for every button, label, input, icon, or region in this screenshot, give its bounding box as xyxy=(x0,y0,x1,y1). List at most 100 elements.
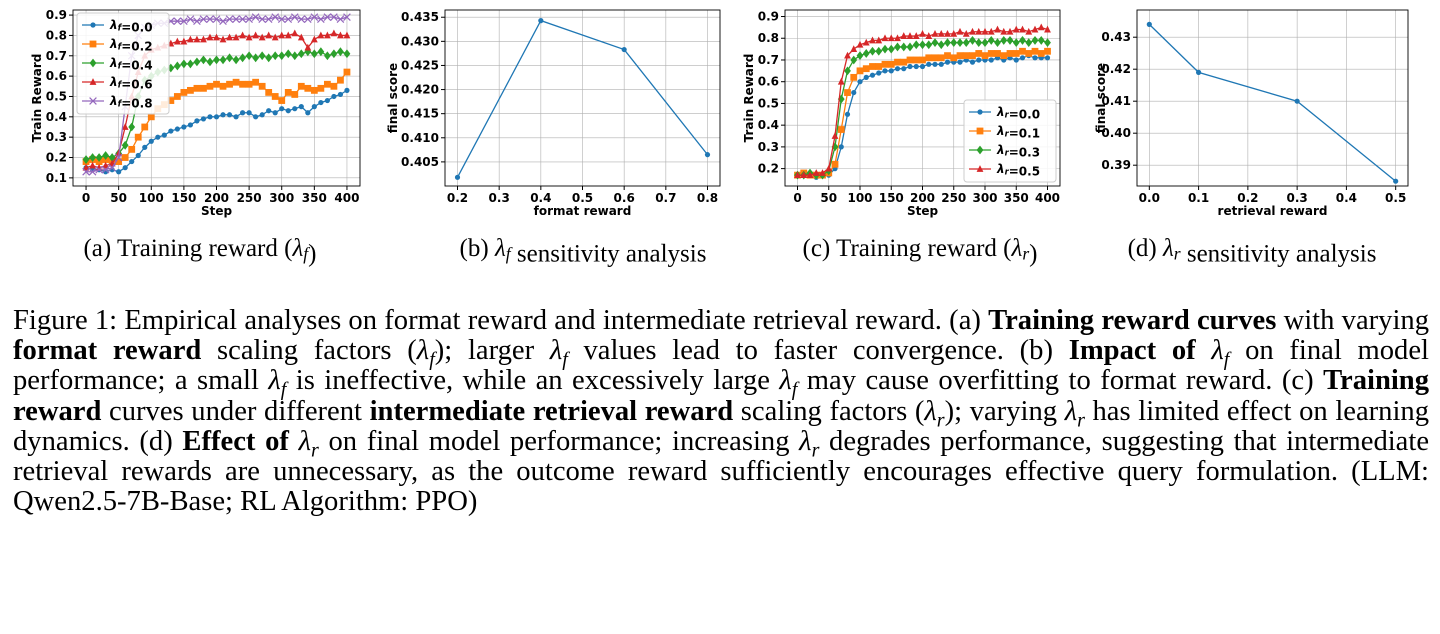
marker xyxy=(976,127,984,135)
marker xyxy=(1000,27,1008,35)
marker xyxy=(1044,55,1051,61)
marker xyxy=(962,30,970,37)
x-tick-label: 0.4 xyxy=(1336,191,1357,205)
marker xyxy=(213,55,220,65)
marker xyxy=(894,42,901,52)
y-axis-label: Train Reward xyxy=(742,54,756,143)
x-tick-label: 150 xyxy=(171,191,196,205)
marker xyxy=(1044,38,1051,47)
y-tick-label: 0.8 xyxy=(46,28,67,42)
marker xyxy=(336,15,345,23)
marker xyxy=(278,31,286,39)
marker xyxy=(89,40,97,48)
marker xyxy=(226,80,233,88)
marker xyxy=(173,17,182,26)
marker xyxy=(173,61,181,71)
marker xyxy=(89,161,96,169)
marker xyxy=(1019,55,1026,61)
marker xyxy=(1000,52,1008,60)
legend-label: λr=0.0 xyxy=(996,105,1040,122)
sub-caption: (b) λf sensitivity analysis xyxy=(460,235,707,267)
x-tick-label: 400 xyxy=(334,191,359,205)
x-tick-label: 100 xyxy=(847,191,872,205)
x-tick-label: 0.7 xyxy=(655,191,676,205)
marker xyxy=(259,112,265,118)
marker xyxy=(950,38,958,47)
marker xyxy=(200,84,207,92)
marker xyxy=(1032,55,1038,61)
marker xyxy=(881,44,889,54)
caption-run: Training reward curves xyxy=(988,305,1277,336)
y-tick-label: 0.43 xyxy=(1101,30,1131,44)
y-tick-label: 0.9 xyxy=(758,9,779,23)
marker xyxy=(278,97,286,104)
marker xyxy=(292,106,298,112)
marker xyxy=(116,169,122,175)
marker xyxy=(337,76,344,84)
marker xyxy=(232,78,240,86)
marker xyxy=(232,55,240,65)
y-tick-label: 0.415 xyxy=(401,106,439,120)
marker xyxy=(101,165,110,174)
marker xyxy=(900,58,908,66)
caption-run: λr on final model performance; increasin… xyxy=(13,425,1430,518)
marker xyxy=(304,47,312,57)
x-tick-label: 0.1 xyxy=(1188,191,1209,205)
marker xyxy=(193,84,201,92)
x-tick-label: 350 xyxy=(1004,191,1029,205)
marker xyxy=(887,34,895,42)
marker xyxy=(1006,36,1014,45)
marker xyxy=(180,17,188,26)
y-tick-label: 0.2 xyxy=(46,150,67,164)
marker xyxy=(869,46,876,56)
marker xyxy=(141,123,149,131)
marker xyxy=(987,27,995,35)
marker xyxy=(806,171,814,179)
x-tick-label: 0.8 xyxy=(697,191,718,205)
marker xyxy=(167,63,175,73)
marker xyxy=(148,138,154,144)
marker xyxy=(279,106,285,112)
marker xyxy=(114,153,123,162)
marker xyxy=(95,163,103,171)
marker xyxy=(207,114,213,120)
marker xyxy=(330,49,338,59)
marker xyxy=(969,59,976,65)
marker xyxy=(887,60,895,68)
marker xyxy=(881,34,889,42)
marker xyxy=(1031,47,1039,55)
marker xyxy=(844,89,851,96)
marker xyxy=(912,56,920,64)
x-tick-label: 0.4 xyxy=(530,191,551,205)
figure: 0.1 0.2 0.3 0.4 0.5 0.6 0.7 0.8 0.9 0 50 100 150 200 2… xyxy=(30,8,1409,267)
marker xyxy=(173,93,181,100)
caption-run: λf on final model performance; a small λ… xyxy=(13,335,1429,402)
figure-caption: Figure 1: Empirical analyses on format r… xyxy=(13,305,1430,518)
marker xyxy=(187,86,194,94)
marker xyxy=(863,74,869,80)
marker xyxy=(89,78,97,85)
marker xyxy=(271,13,280,21)
marker xyxy=(913,63,919,70)
marker xyxy=(122,165,128,171)
marker xyxy=(906,56,914,64)
y-tick-label: 0.41 xyxy=(1101,94,1131,108)
marker xyxy=(931,54,939,62)
marker xyxy=(1146,21,1152,27)
marker xyxy=(310,13,319,21)
marker xyxy=(862,49,870,58)
marker xyxy=(704,152,711,158)
marker xyxy=(167,97,175,104)
marker xyxy=(331,93,337,100)
x-tick-label: 150 xyxy=(879,191,904,205)
x-tick-label: 0.0 xyxy=(1139,191,1160,205)
marker xyxy=(271,33,279,41)
marker xyxy=(856,51,864,61)
marker xyxy=(944,59,951,65)
marker xyxy=(238,15,247,23)
marker xyxy=(199,15,208,23)
x-tick-label: 0.2 xyxy=(1237,191,1258,205)
marker xyxy=(894,66,901,72)
marker xyxy=(318,99,324,106)
marker xyxy=(912,32,920,39)
